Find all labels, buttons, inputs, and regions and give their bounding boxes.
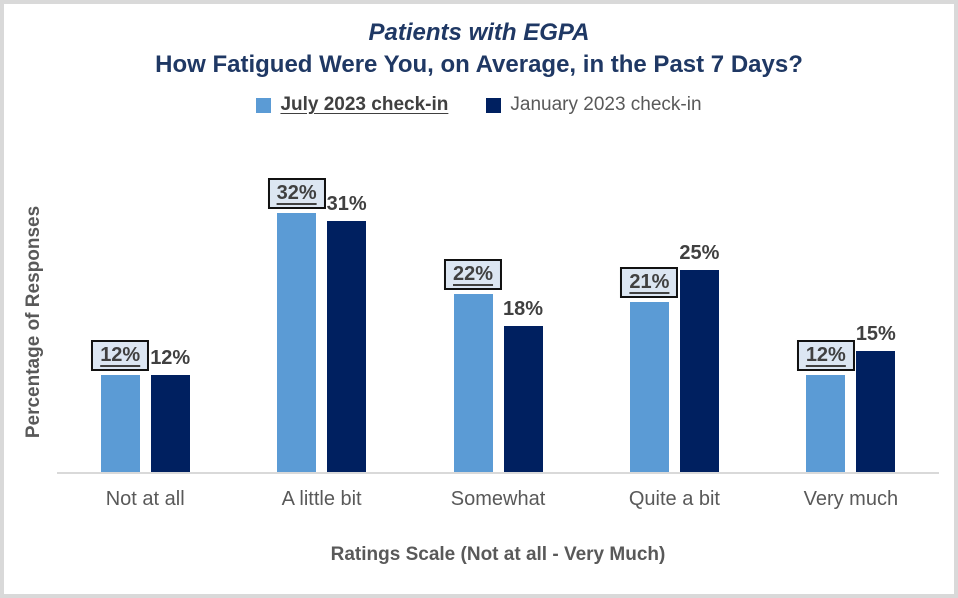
bar-january-4: 25% xyxy=(679,242,719,472)
bar-january-3: 18% xyxy=(503,298,543,472)
category-group-1: 12% 12% Not at all xyxy=(57,154,233,510)
bar-pair: 12% 12% xyxy=(57,154,233,472)
data-label-january: 18% xyxy=(503,298,544,321)
data-label-january: 12% xyxy=(150,346,191,369)
legend-item-july: July 2023 check-in xyxy=(256,94,448,116)
bar-january-1: 12% xyxy=(150,347,190,472)
chart-subtitle: How Fatigued Were You, on Average, in th… xyxy=(155,51,803,78)
y-axis-title: Percentage of Responses xyxy=(23,205,44,439)
bar-pair: 12% 15% xyxy=(763,154,939,472)
chart-titles: Patients with EGPA How Fatigued Were You… xyxy=(4,4,954,80)
legend-swatch-january-icon xyxy=(486,97,502,113)
bar-july-1: 12% xyxy=(91,339,150,472)
chart-title: Patients with EGPA xyxy=(368,19,590,46)
x-tick-label: Quite a bit xyxy=(628,488,720,510)
bar-july-4: 21% xyxy=(620,266,679,472)
bar-pair: 32% 31% xyxy=(233,154,409,472)
legend-label-january: January 2023 check-in xyxy=(510,94,702,115)
x-tick-label: Very much xyxy=(803,488,899,510)
category-group-2: 32% 31% A little bit xyxy=(233,154,409,510)
legend: July 2023 check-in January 2023 check-in xyxy=(4,94,954,116)
legend-swatch-july-icon xyxy=(256,97,272,113)
plot-area: 12% 12% Not at all 32% 31% A little bit 22% 18%… xyxy=(57,154,939,510)
data-label-july: 22% xyxy=(444,258,503,290)
x-tick-label: A little bit xyxy=(281,488,362,510)
bar-july-5: 12% xyxy=(796,339,855,472)
data-label-january: 25% xyxy=(679,241,720,264)
x-tick-label: Somewhat xyxy=(450,488,546,510)
bar-july-3: 22% xyxy=(444,258,503,472)
data-label-july: 21% xyxy=(620,266,679,298)
bar-pair: 21% 25% xyxy=(586,154,762,472)
legend-item-january: January 2023 check-in xyxy=(486,94,702,116)
legend-label-july: July 2023 check-in xyxy=(280,94,449,115)
bar-january-2: 31% xyxy=(327,193,367,472)
data-label-january: 31% xyxy=(326,192,367,215)
bar-july-2: 32% xyxy=(267,177,326,472)
bar-january-5: 15% xyxy=(856,323,896,472)
data-label-january: 15% xyxy=(855,322,896,345)
category-group-5: 12% 15% Very much xyxy=(763,154,939,510)
category-group-4: 21% 25% Quite a bit xyxy=(586,154,762,510)
bar-pair: 22% 18% xyxy=(410,154,586,472)
data-label-july: 12% xyxy=(91,339,150,371)
category-group-3: 22% 18% Somewhat xyxy=(410,154,586,510)
x-axis-title: Ratings Scale (Not at all - Very Much) xyxy=(330,544,666,565)
data-label-july: 12% xyxy=(796,339,855,371)
x-tick-label: Not at all xyxy=(105,488,185,510)
data-label-july: 32% xyxy=(267,177,326,209)
